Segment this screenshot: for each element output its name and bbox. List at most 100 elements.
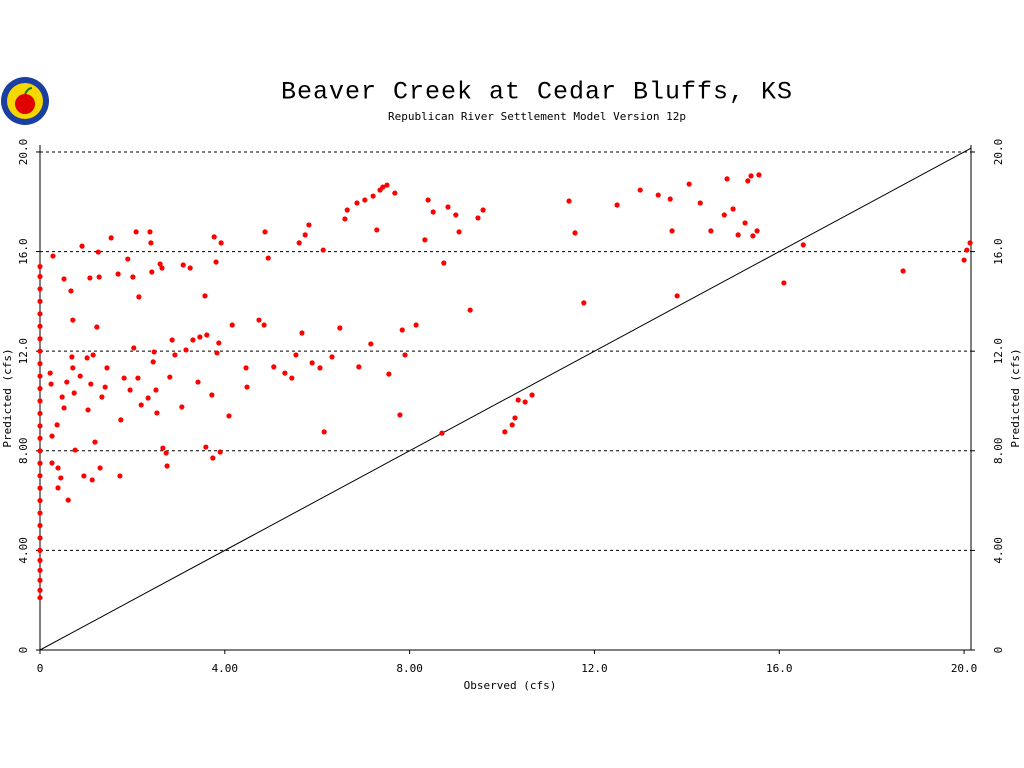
point [108, 235, 114, 241]
point [115, 271, 121, 277]
point [566, 198, 572, 204]
point [71, 390, 77, 396]
point [342, 216, 348, 222]
point [88, 381, 94, 387]
point [243, 365, 249, 371]
point [282, 370, 288, 376]
point [748, 173, 754, 179]
point [59, 394, 65, 400]
point [145, 395, 151, 401]
point [213, 259, 219, 265]
point [95, 249, 101, 255]
point [104, 365, 110, 371]
point [964, 247, 970, 253]
point [289, 375, 295, 381]
point [756, 172, 762, 178]
point [356, 364, 362, 370]
point [149, 269, 155, 275]
point [321, 429, 327, 435]
point [211, 234, 217, 240]
point [204, 332, 210, 338]
point [370, 193, 376, 199]
point [445, 204, 451, 210]
point [745, 178, 751, 184]
point [441, 260, 447, 266]
point [77, 373, 83, 379]
point [669, 228, 675, 234]
point [169, 337, 175, 343]
y-tick-label: 16.0 [17, 238, 30, 265]
point [64, 379, 70, 385]
point [296, 240, 302, 246]
point [72, 447, 78, 453]
point [667, 196, 673, 202]
point [61, 405, 67, 411]
point [99, 394, 105, 400]
point [480, 207, 486, 213]
point [37, 385, 43, 392]
point [512, 415, 518, 421]
point [37, 398, 43, 404]
y-axis-label: Predicted (cfs) [1, 348, 14, 447]
point [203, 444, 209, 450]
point [50, 253, 56, 259]
point [309, 360, 315, 366]
point [163, 450, 169, 456]
point [172, 352, 178, 358]
point [800, 242, 806, 248]
point [686, 181, 692, 187]
x-axis-label: Observed (cfs) [464, 679, 557, 692]
point [48, 381, 54, 387]
point [92, 439, 98, 445]
point [130, 274, 136, 280]
point [515, 397, 521, 403]
point [397, 412, 403, 418]
point [37, 510, 43, 516]
point [37, 485, 43, 491]
point [265, 255, 271, 261]
point [271, 364, 277, 370]
point [69, 354, 75, 360]
point [55, 485, 61, 491]
point [422, 237, 428, 243]
point [380, 184, 386, 190]
point [68, 288, 74, 294]
point [317, 365, 323, 371]
point [164, 463, 170, 469]
point [261, 322, 267, 328]
x-tick-label: 8.00 [396, 662, 423, 675]
y-tick-label-right: 8.00 [992, 438, 1005, 465]
point [453, 212, 459, 218]
point [138, 402, 144, 408]
point [58, 475, 64, 481]
point [735, 232, 741, 238]
point [157, 261, 163, 267]
point [65, 497, 71, 503]
point [425, 197, 431, 203]
point [721, 212, 727, 218]
point [344, 207, 350, 213]
point [37, 323, 43, 329]
chart-subtitle: Republican River Settlement Model Versio… [388, 110, 686, 123]
point [961, 257, 967, 263]
point [179, 404, 185, 410]
point [244, 384, 250, 390]
point [37, 273, 43, 280]
point [402, 352, 408, 358]
x-tick-label: 12.0 [581, 662, 608, 675]
y-tick-label: 12.0 [17, 338, 30, 365]
point [197, 334, 203, 340]
point [467, 307, 473, 313]
one-to-one-line [39, 147, 972, 651]
point [637, 187, 643, 193]
point [202, 293, 208, 299]
y-tick-label: 4.00 [17, 537, 30, 564]
point [49, 433, 55, 439]
point [37, 595, 43, 601]
point [94, 324, 100, 330]
point [37, 423, 43, 429]
point [386, 371, 392, 377]
point [502, 429, 508, 435]
point [655, 192, 661, 198]
